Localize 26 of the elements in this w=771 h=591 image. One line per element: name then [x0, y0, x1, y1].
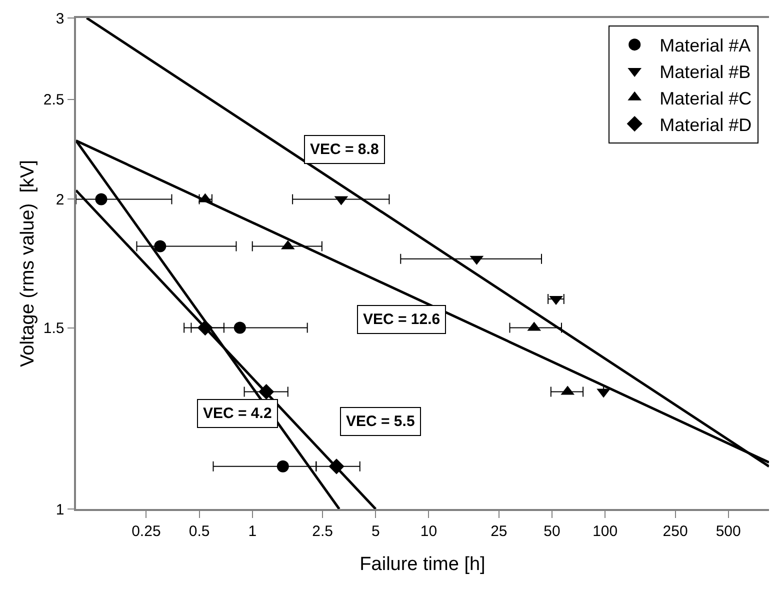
x-tick-label: 25 [490, 522, 508, 540]
y-tick-label: 1.5 [43, 320, 64, 338]
x-tick-label: 10 [420, 522, 438, 540]
x-tick-label: 5 [371, 522, 380, 540]
annotation: VEC = 8.8 [310, 141, 379, 158]
y-tick-label: 2 [56, 191, 64, 208]
annotation: VEC = 12.6 [363, 311, 440, 328]
y-tick-label: 1 [56, 501, 64, 518]
x-tick-label: 250 [662, 522, 688, 540]
x-axis-title: Failure time [h] [360, 554, 486, 576]
x-tick-label: 1 [248, 522, 257, 540]
y-axis-title: Voltage (rms value) [kV] [18, 160, 39, 367]
legend-label: Material #D [660, 114, 752, 135]
x-tick-label: 50 [544, 522, 560, 540]
legend-label: Material #C [660, 88, 752, 108]
x-tick-label: 2.5 [312, 522, 333, 540]
x-tick-label: 500 [716, 522, 741, 540]
x-tick-label: 100 [592, 522, 618, 540]
legend-label: Material #B [660, 62, 751, 82]
annotation: VEC = 5.5 [346, 413, 415, 430]
y-tick-label: 3 [56, 10, 64, 28]
annotation: VEC = 4.2 [203, 405, 272, 422]
x-tick-label: 0.5 [188, 522, 210, 540]
x-tick-label: 0.25 [132, 522, 161, 540]
y-tick-label: 2.5 [43, 92, 64, 109]
legend-label: Material #A [660, 36, 751, 56]
